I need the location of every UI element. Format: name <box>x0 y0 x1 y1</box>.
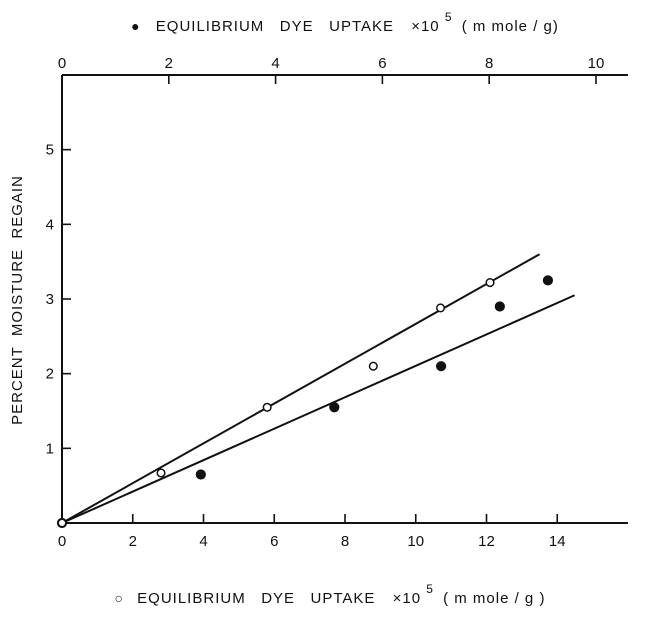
top-tick-label: 8 <box>485 55 493 72</box>
bottom-tick-label: 4 <box>199 533 207 550</box>
filled-data-point <box>329 402 340 413</box>
top-axis-ticks: 0 2 4 6 8 10 <box>58 55 604 84</box>
plot-frame <box>61 74 628 524</box>
open-data-point <box>485 278 495 288</box>
filled-data-point <box>542 275 554 286</box>
bottom-axis-ticks: 0 2 4 6 8 10 12 14 <box>58 514 566 550</box>
filled-data-point <box>195 469 206 480</box>
data-points <box>56 275 554 529</box>
open-data-point <box>57 518 67 528</box>
filled-circle-marker-icon: ● <box>131 18 140 34</box>
open-data-point <box>156 468 166 478</box>
bottom-tick-label: 0 <box>58 533 66 550</box>
top-tick-label: 0 <box>58 55 66 72</box>
bottom-tick-label: 2 <box>129 533 137 550</box>
bottom-tick-label: 14 <box>549 533 566 550</box>
y-tick-label: 4 <box>46 216 54 233</box>
open-circle-marker-icon: ○ <box>115 590 124 606</box>
y-axis-ticks: 1 2 3 4 5 <box>46 142 71 457</box>
open-data-point <box>262 402 272 412</box>
open-data-point <box>368 361 378 371</box>
top-tick-label: 10 <box>588 55 605 72</box>
fit-lines <box>61 253 576 524</box>
y-axis-title: PERCENT MOISTURE REGAIN <box>9 175 26 425</box>
bottom-tick-label: 12 <box>478 533 495 550</box>
fit-line-filled-series <box>61 294 576 524</box>
y-tick-label: 3 <box>46 291 54 308</box>
top-tick-label: 4 <box>271 55 279 72</box>
fit-line-open-series <box>61 253 541 524</box>
top-axis-title: ● EQUILIBRIUM DYE UPTAKE ×10 5 ( m mole … <box>131 8 559 35</box>
y-tick-label: 2 <box>46 366 54 383</box>
y-tick-label: 5 <box>46 142 54 159</box>
open-data-point <box>435 303 446 313</box>
filled-data-point <box>494 301 505 312</box>
bottom-tick-label: 8 <box>341 533 349 550</box>
bottom-tick-label: 10 <box>407 533 424 550</box>
top-tick-label: 6 <box>378 55 386 72</box>
filled-data-point <box>436 361 447 372</box>
bottom-tick-label: 6 <box>270 533 278 550</box>
y-tick-label: 1 <box>46 440 54 457</box>
bottom-axis-title: ○ EQUILIBRIUM DYE UPTAKE ×10 5 ( m mole … <box>115 580 546 607</box>
top-tick-label: 2 <box>165 55 173 72</box>
